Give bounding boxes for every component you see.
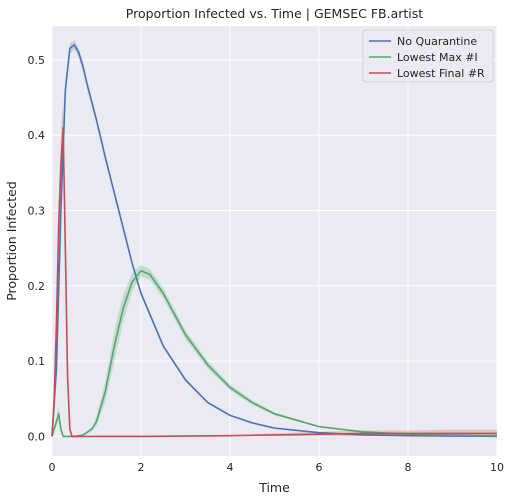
x-tick-label: 10 (490, 461, 504, 474)
series-line (51, 44, 498, 438)
series-lines (51, 44, 498, 438)
series-line (51, 269, 498, 438)
y-tick-label: 0.0 (28, 430, 46, 443)
legend-label-lowest-max-i: Lowest Max #I (397, 51, 478, 64)
x-axis-label: Time (258, 480, 290, 495)
legend-label-lowest-final-r: Lowest Final #R (397, 67, 485, 80)
x-tick-label: 2 (138, 461, 145, 474)
grid (51, 26, 498, 456)
x-tick-label: 6 (316, 461, 323, 474)
y-tick-label: 0.5 (28, 54, 46, 67)
legend-label-no-quarantine: No Quarantine (397, 35, 477, 48)
y-tick-label: 0.4 (28, 129, 46, 142)
y-tick-labels: 0.0 0.1 0.2 0.3 0.4 0.5 (28, 54, 46, 444)
y-axis-label: Proportion Infected (4, 181, 19, 301)
y-tick-label: 0.3 (28, 205, 46, 218)
chart-title: Proportion Infected vs. Time | GEMSEC FB… (126, 6, 423, 21)
series-line (51, 126, 497, 438)
legend: No Quarantine Lowest Max #I Lowest Final… (362, 29, 494, 83)
x-tick-label: 8 (405, 461, 412, 474)
legend-box (362, 29, 494, 83)
x-tick-labels: 0 2 4 6 8 10 (49, 461, 505, 474)
x-tick-label: 4 (227, 461, 234, 474)
plot-area (52, 26, 497, 456)
y-tick-label: 0.2 (28, 280, 46, 293)
x-tick-label: 0 (49, 461, 56, 474)
y-tick-label: 0.1 (28, 355, 46, 368)
